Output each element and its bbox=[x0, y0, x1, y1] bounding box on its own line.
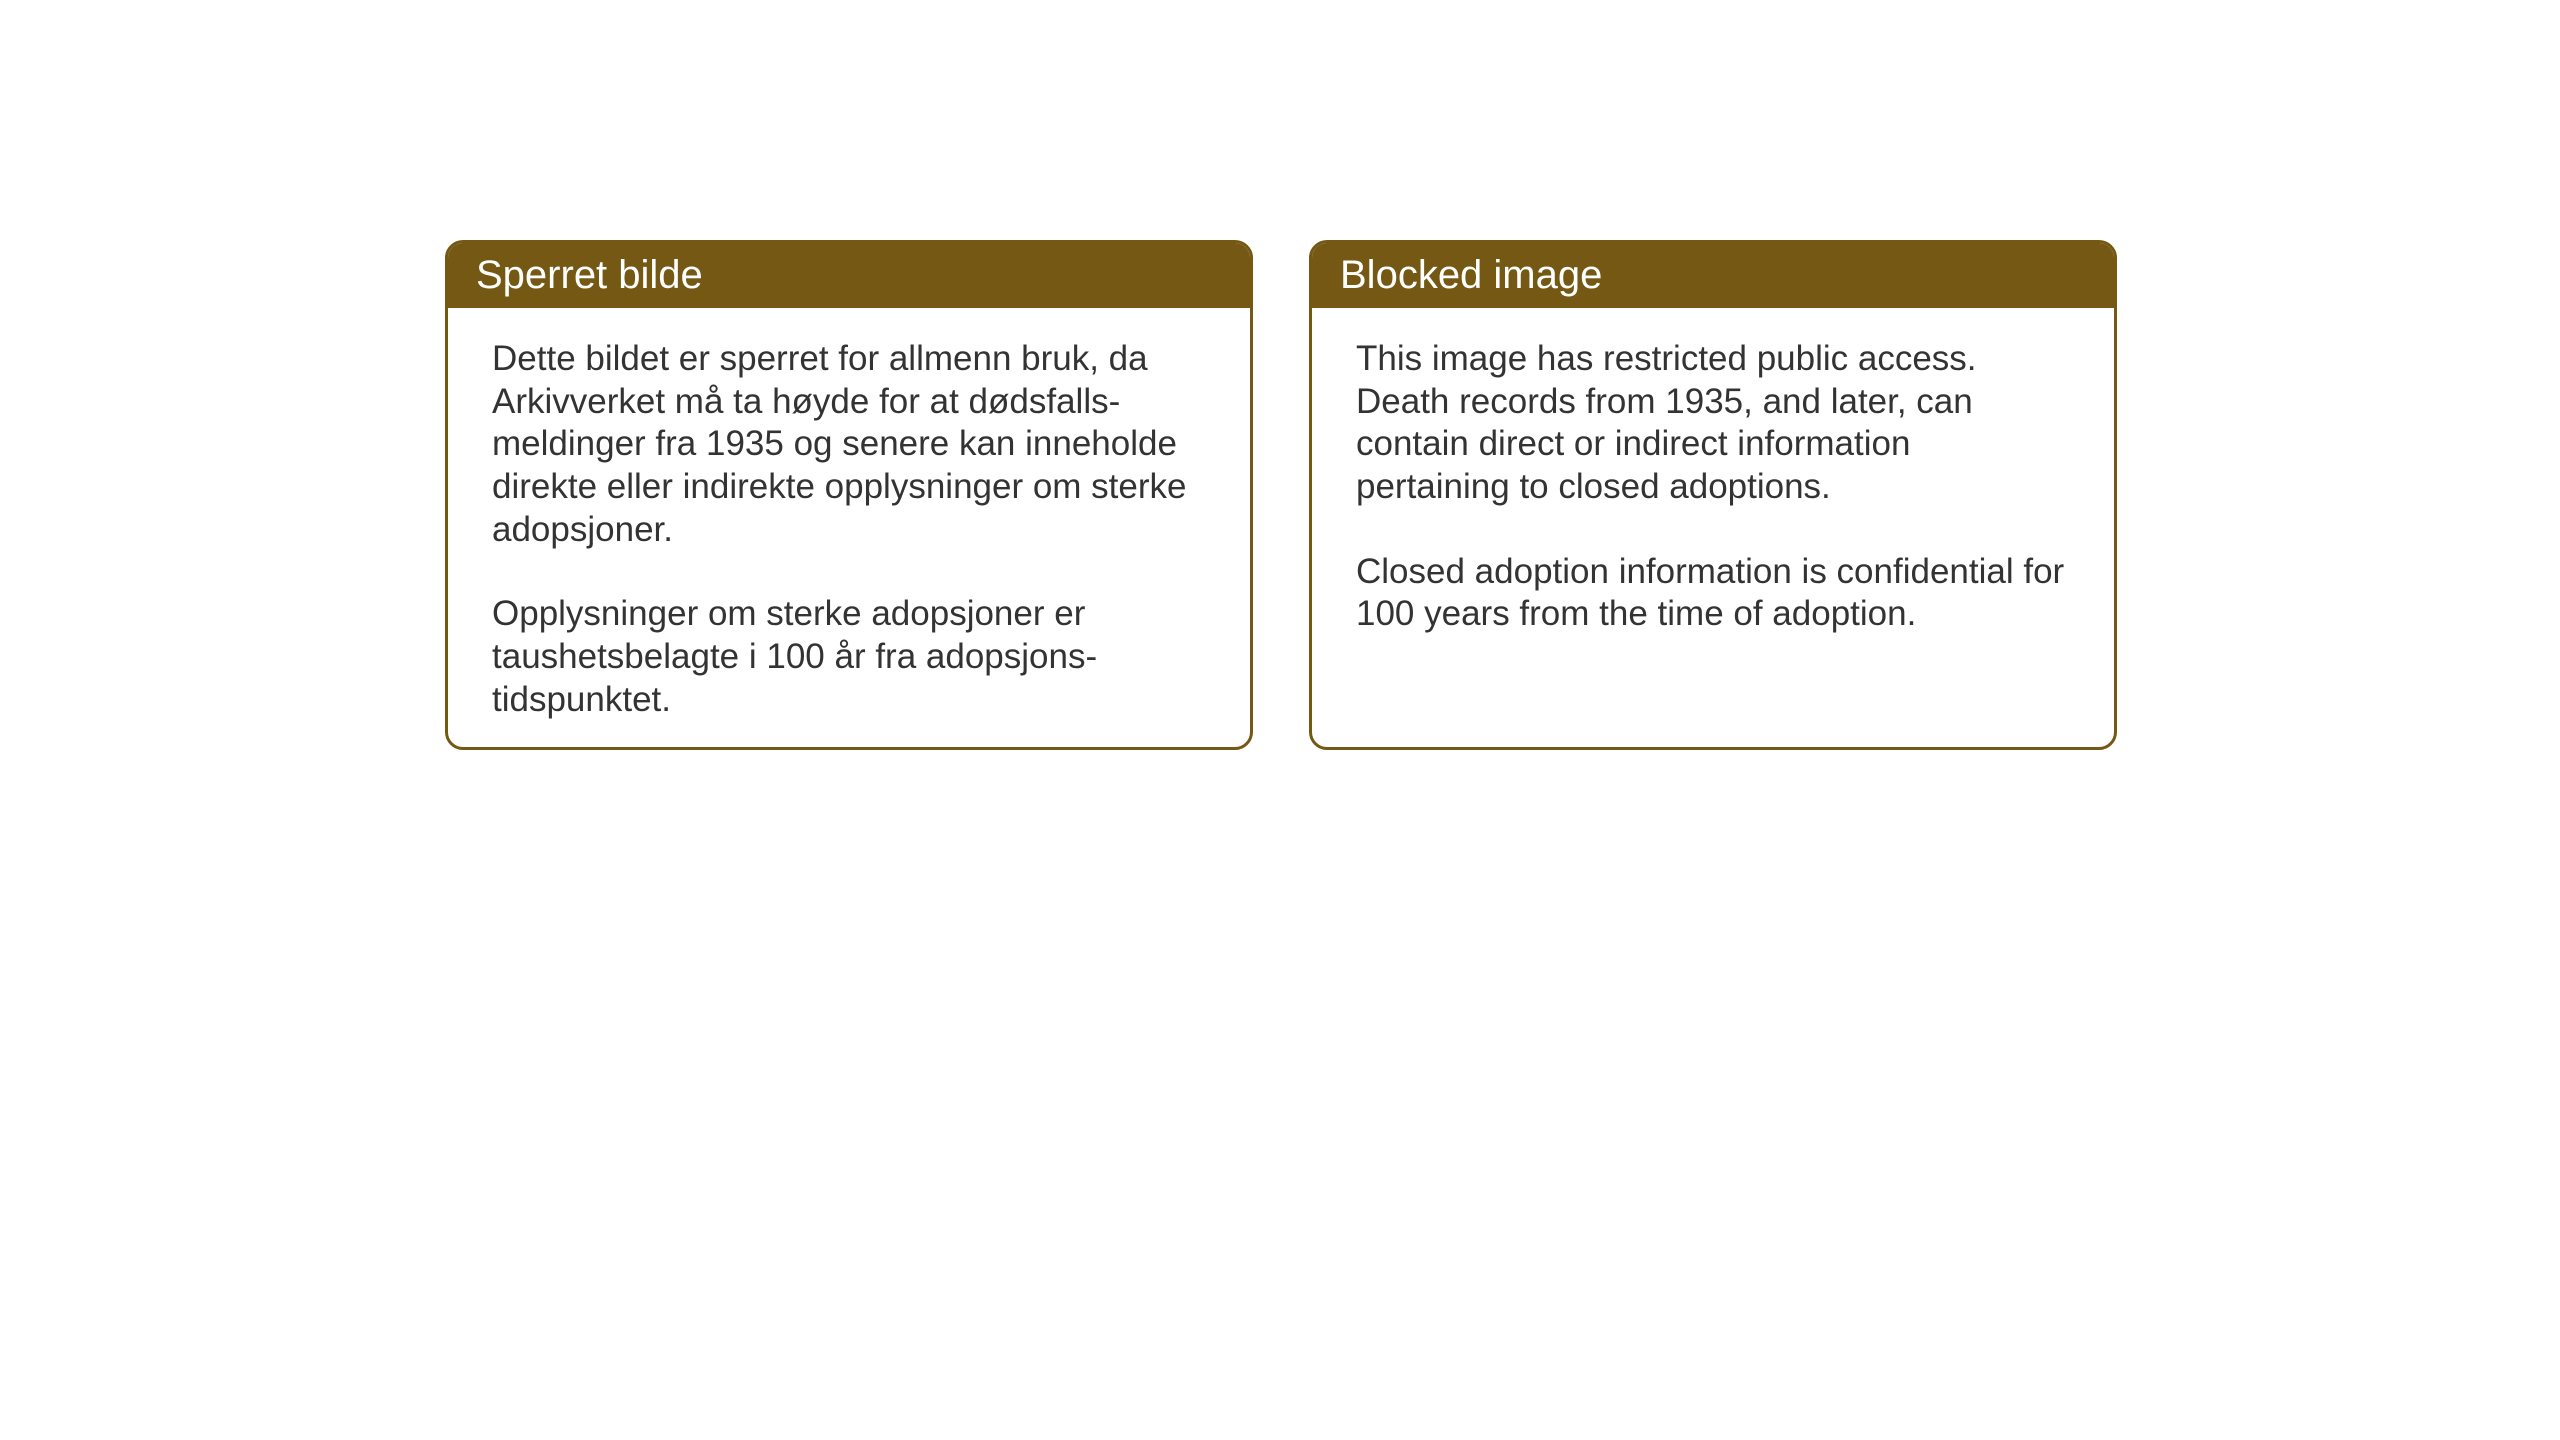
english-paragraph-1: This image has restricted public access.… bbox=[1356, 338, 2070, 509]
english-card-body: This image has restricted public access.… bbox=[1312, 308, 2114, 666]
english-paragraph-2: Closed adoption information is confident… bbox=[1356, 551, 2070, 636]
cards-container: Sperret bilde Dette bildet er sperret fo… bbox=[445, 240, 2117, 750]
english-card-header: Blocked image bbox=[1312, 243, 2114, 308]
norwegian-card-title: Sperret bilde bbox=[476, 253, 703, 297]
norwegian-card-body: Dette bildet er sperret for allmenn bruk… bbox=[448, 308, 1250, 750]
english-card: Blocked image This image has restricted … bbox=[1309, 240, 2117, 750]
norwegian-paragraph-1: Dette bildet er sperret for allmenn bruk… bbox=[492, 338, 1206, 551]
norwegian-card: Sperret bilde Dette bildet er sperret fo… bbox=[445, 240, 1253, 750]
norwegian-card-header: Sperret bilde bbox=[448, 243, 1250, 308]
norwegian-paragraph-2: Opplysninger om sterke adopsjoner er tau… bbox=[492, 593, 1206, 721]
english-card-title: Blocked image bbox=[1340, 253, 1602, 297]
